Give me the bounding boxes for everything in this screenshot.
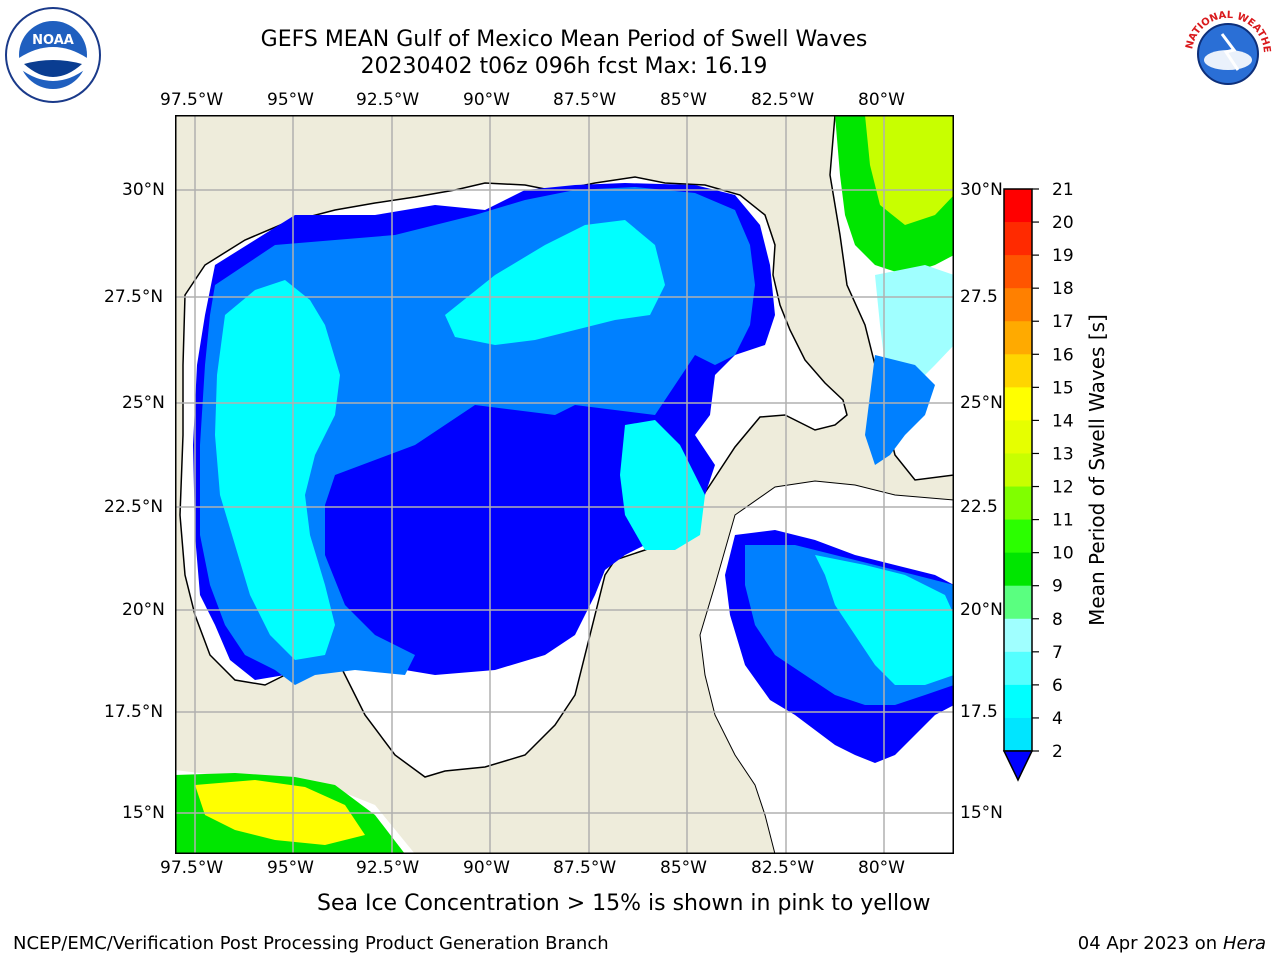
colorbar-band <box>1004 189 1032 223</box>
footer-date-text: 04 Apr 2023 on <box>1077 933 1223 954</box>
lat-tick-left: 27.5°N <box>104 287 164 307</box>
colorbar-band <box>1004 618 1032 653</box>
colorbar-tick-label: 12 <box>1052 478 1074 498</box>
colorbar-tick-label: 16 <box>1052 345 1074 365</box>
colorbar-band <box>1004 486 1032 521</box>
colorbar-tick-label: 10 <box>1052 544 1074 564</box>
colorbar-ticks: 21 20 19 18 17 16 15 14 13 12 11 10 9 8 7 6 4 2 <box>1032 180 1074 762</box>
map-frame <box>175 115 954 854</box>
colorbar-band <box>1004 321 1032 355</box>
lon-tick-bottom: 95°W <box>267 858 314 878</box>
colorbar-band <box>1004 387 1032 421</box>
lon-tick-top: 95°W <box>267 90 314 110</box>
colorbar-tick-label: 21 <box>1052 180 1074 200</box>
lat-tick-left: 20°N <box>122 600 165 620</box>
colorbar-band <box>1004 651 1032 686</box>
lat-tick-right: 22.5 <box>960 497 998 517</box>
lon-tick-bottom: 92.5°W <box>356 858 420 878</box>
colorbar-band <box>1004 222 1032 256</box>
colorbar-band <box>1004 255 1032 289</box>
lon-tick-top: 82.5°W <box>751 90 815 110</box>
colorbar-extend-arrow <box>1002 750 1034 782</box>
lat-tick-left: 15°N <box>122 803 165 823</box>
colorbar-band <box>1004 717 1032 752</box>
colorbar-tick-label: 9 <box>1052 577 1063 597</box>
colorbar-tick-label: 8 <box>1052 610 1063 630</box>
lon-tick-top: 90°W <box>463 90 510 110</box>
lat-tick-right: 20°N <box>960 600 1003 620</box>
lat-tick-left: 17.5°N <box>104 702 164 722</box>
colorbar-band <box>1004 519 1032 554</box>
colorbar-tick-label: 15 <box>1052 378 1074 398</box>
lat-tick-left: 30°N <box>122 180 165 200</box>
colorbar-tick-label: 17 <box>1052 312 1074 332</box>
colorbar-band <box>1004 453 1032 488</box>
lon-tick-top: 97.5°W <box>160 90 224 110</box>
lon-tick-bottom: 90°W <box>463 858 510 878</box>
graticule <box>175 115 954 854</box>
lat-tick-right: 27.5 <box>960 287 998 307</box>
colorbar-band <box>1004 585 1032 620</box>
lon-tick-bottom: 97.5°W <box>160 858 224 878</box>
lat-tick-right: 17.5 <box>960 702 998 722</box>
colorbar-segments <box>1004 189 1032 752</box>
colorbar-tick-label: 13 <box>1052 444 1074 464</box>
colorbar-band <box>1004 552 1032 587</box>
colorbar-band <box>1004 354 1032 388</box>
colorbar-tick-label: 18 <box>1052 279 1074 299</box>
sea-ice-note: Sea Ice Concentration > 15% is shown in … <box>317 891 931 916</box>
lat-tick-left: 22.5°N <box>104 497 164 517</box>
swell-period-field <box>175 115 954 854</box>
lon-tick-top: 87.5°W <box>553 90 617 110</box>
footer-branch: NCEP/EMC/Verification Post Processing Pr… <box>13 933 609 954</box>
lat-tick-right: 25°N <box>960 393 1003 413</box>
lon-tick-top: 92.5°W <box>356 90 420 110</box>
lon-tick-top: 80°W <box>858 90 905 110</box>
lat-tick-left: 25°N <box>122 393 165 413</box>
lat-tick-right: 30°N <box>960 180 1003 200</box>
footer-machine: Hera <box>1222 933 1266 954</box>
lon-tick-bottom: 85°W <box>660 858 707 878</box>
colorbar-band <box>1004 288 1032 322</box>
colorbar-tick-label: 14 <box>1052 411 1074 431</box>
lon-tick-bottom: 82.5°W <box>751 858 815 878</box>
noaa-logo: NOAA <box>4 6 102 104</box>
colorbar-tick-label: 6 <box>1052 676 1063 696</box>
lon-tick-bottom: 87.5°W <box>553 858 617 878</box>
noaa-logo-text: NOAA <box>32 33 74 48</box>
lon-tick-bottom: 80°W <box>858 858 905 878</box>
chart-title: GEFS MEAN Gulf of Mexico Mean Period of … <box>260 27 868 52</box>
colorbar-label: Mean Period of Swell Waves [s] <box>1085 314 1109 626</box>
colorbar: 21 20 19 18 17 16 15 14 13 12 11 10 9 8 7 6 4 2 <box>1002 180 1074 782</box>
lat-tick-right: 15°N <box>960 803 1003 823</box>
chart-subtitle: 20230402 t06z 096h fcst Max: 16.19 <box>360 54 768 79</box>
colorbar-tick-label: 2 <box>1052 742 1063 762</box>
colorbar-tick-label: 7 <box>1052 643 1063 663</box>
lon-tick-top: 85°W <box>660 90 707 110</box>
colorbar-band <box>1004 684 1032 719</box>
nws-logo: NATIONAL WEATHER SERVICE <box>1174 0 1278 104</box>
footer-date: 04 Apr 2023 on Hera <box>1078 933 1266 954</box>
gulf-map <box>175 115 954 854</box>
colorbar-tick-label: 20 <box>1052 213 1074 233</box>
colorbar-tick-label: 4 <box>1052 709 1063 729</box>
colorbar-band <box>1004 420 1032 454</box>
colorbar-tick-label: 19 <box>1052 246 1074 266</box>
colorbar-tick-label: 11 <box>1052 511 1074 531</box>
